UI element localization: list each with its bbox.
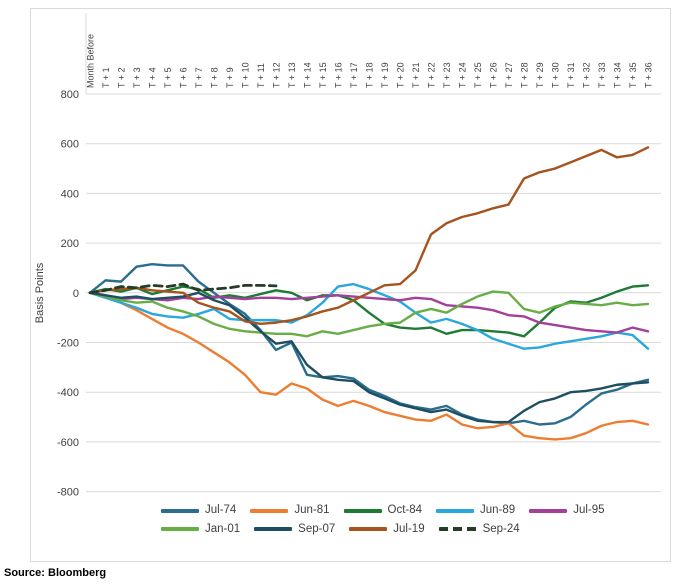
x-tick-label: T + 26	[489, 62, 499, 88]
y-tick-label: 0	[73, 288, 79, 300]
x-tick-label: T + 1	[101, 67, 111, 88]
chart-frame: 800 600 400 200 0 -200 -400 -600 -800 Month Befor…	[30, 8, 671, 562]
x-axis-tick-labels: Month Before T + 1 T + 2 T + 3 T + 4 T + 5 T +…	[86, 34, 654, 88]
legend-row: Jan-01 Sep-07 Jul-19 Sep-24	[161, 522, 661, 536]
x-tick-label: T + 14	[303, 62, 313, 88]
x-tick-label: T + 25	[473, 62, 483, 88]
legend-label: Jan-01	[205, 522, 241, 535]
legend-label: Jun-89	[480, 504, 516, 516]
y-tick-label: -600	[57, 437, 79, 449]
x-tick-label: T + 3	[132, 67, 142, 88]
x-tick-label: T + 18	[365, 62, 375, 88]
x-tick-label: T + 9	[225, 67, 235, 88]
legend-item-jun-81: Jun-81	[250, 504, 330, 517]
series-line-jun-81	[88, 291, 650, 441]
y-tick-label: 600	[61, 139, 79, 151]
legend-label: Jun-81	[294, 504, 330, 516]
x-tick-label: T + 16	[334, 62, 344, 88]
series-line-jun-89	[88, 282, 650, 350]
legend-label: Jul-19	[393, 522, 425, 535]
y-tick-label: 800	[61, 89, 79, 101]
legend-swatch-sep-07	[254, 527, 293, 532]
legend-swatch-jan-01	[161, 527, 199, 532]
legend-item-sep-24: Sep-24	[438, 522, 520, 536]
series-line-sep-24	[88, 282, 278, 295]
x-tick-label: T + 35	[628, 62, 638, 88]
x-tick-label: T + 8	[210, 67, 220, 88]
y-tick-label: 400	[61, 188, 79, 200]
x-tick-label: T + 5	[163, 67, 173, 88]
y-tick-label: -400	[57, 387, 79, 399]
legend-label: Jul-74	[205, 504, 237, 516]
legend-item-jul-95: Jul-95	[529, 504, 605, 517]
y-tick-label: -200	[57, 338, 79, 350]
legend-swatch-jul-19	[349, 527, 388, 532]
y-tick-label: -800	[57, 487, 79, 499]
x-tick-label: T + 7	[194, 67, 204, 88]
legend-swatch-oct-84	[343, 508, 382, 513]
x-tick-label: T + 21	[411, 62, 421, 88]
line-chart: 800 600 400 200 0 -200 -400 -600 -800 Month Befor…	[34, 13, 661, 499]
x-tick-label: T + 6	[179, 67, 189, 88]
x-tick-label: T + 12	[272, 62, 282, 88]
chart-legend: Jul-74 Jun-81 Oct-84 Jun-89 Jul-95 Jan-01 Sep-…	[161, 504, 661, 536]
legend-label: Sep-24	[482, 522, 520, 535]
x-tick-label: T + 22	[427, 62, 437, 88]
x-tick-label: T + 19	[380, 62, 390, 88]
legend-swatch-jul-95	[529, 508, 568, 513]
x-tick-label: T + 23	[442, 62, 452, 88]
legend-item-jun-89: Jun-89	[436, 504, 516, 517]
legend-row: Jul-74 Jun-81 Oct-84 Jun-89 Jul-95	[161, 504, 661, 517]
series-line-jan-01	[88, 290, 650, 338]
x-tick-label: T + 10	[241, 62, 251, 88]
y-axis-title: Basis Points	[34, 262, 46, 323]
legend-item-jan-01: Jan-01	[161, 522, 241, 536]
legend-swatch-sep-24	[438, 527, 477, 532]
x-tick-label: T + 28	[520, 62, 530, 88]
x-tick-label: T + 24	[458, 62, 468, 88]
x-tick-label: T + 32	[582, 62, 592, 88]
x-tick-label: T + 4	[148, 67, 158, 88]
x-tick-label: T + 11	[256, 63, 266, 88]
x-tick-label: T + 17	[349, 62, 359, 88]
series-line-jul-19	[88, 146, 650, 326]
legend-swatch-jul-74	[161, 508, 199, 513]
x-tick-label: T + 36	[644, 62, 654, 88]
series-line-jul-74	[88, 263, 650, 426]
series-line-sep-07	[88, 291, 650, 424]
x-tick-label: T + 13	[287, 62, 297, 88]
legend-item-jul-74: Jul-74	[161, 504, 237, 517]
x-tick-label: T + 30	[551, 62, 561, 88]
x-tick-label: T + 33	[597, 62, 607, 88]
x-tick-label: T + 2	[117, 67, 127, 88]
source-label: Source: Bloomberg	[4, 567, 107, 579]
y-axis-tick-labels: 800 600 400 200 0 -200 -400 -600 -800	[57, 89, 79, 499]
legend-item-sep-07: Sep-07	[254, 522, 336, 536]
legend-label: Oct-84	[387, 504, 423, 516]
series-line-jul-95	[88, 291, 650, 334]
x-tick-label: T + 31	[566, 62, 576, 88]
legend-swatch-jun-89	[436, 508, 475, 513]
x-tick-label: T + 15	[318, 62, 328, 88]
legend-label: Sep-07	[298, 522, 336, 535]
legend-swatch-jun-81	[250, 508, 289, 513]
y-tick-label: 200	[61, 238, 79, 250]
x-tick-label: T + 27	[504, 62, 514, 88]
legend-item-oct-84: Oct-84	[343, 504, 423, 517]
legend-item-jul-19: Jul-19	[349, 522, 425, 536]
x-tick-label: T + 29	[535, 62, 545, 88]
legend-label: Jul-95	[573, 504, 605, 516]
x-tick-label: T + 20	[396, 62, 406, 88]
x-tick-label: Month Before	[86, 34, 96, 88]
x-tick-label: T + 34	[613, 62, 623, 88]
